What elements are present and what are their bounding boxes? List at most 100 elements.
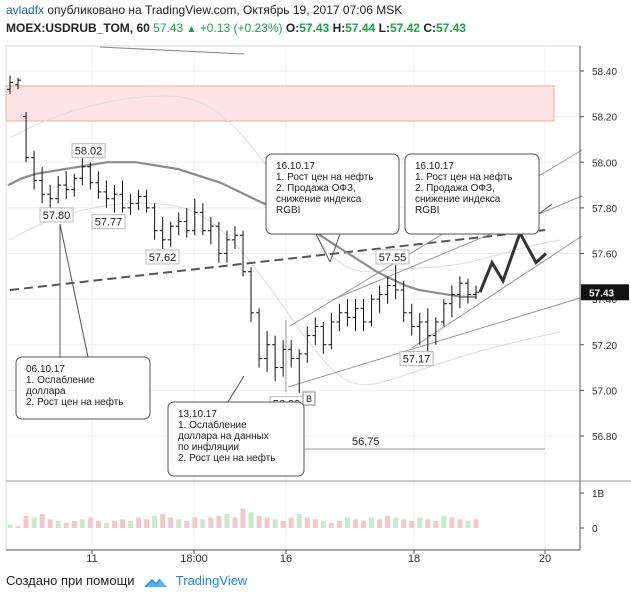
callout-box xyxy=(15,356,151,420)
price-tick-label: 58.20 xyxy=(592,113,617,124)
volume-bar xyxy=(160,514,166,528)
candle xyxy=(304,326,311,363)
created-with-text: Создано при помощи xyxy=(6,573,135,588)
candle xyxy=(103,180,110,208)
price-label-box xyxy=(375,249,410,265)
price-label-text: 57.55 xyxy=(379,252,407,264)
candle xyxy=(360,299,367,332)
volume-bar xyxy=(473,519,479,528)
candle xyxy=(215,221,222,263)
candle xyxy=(55,175,62,204)
volume-bar xyxy=(393,517,399,528)
volume-bar xyxy=(409,521,415,528)
candle xyxy=(288,340,295,368)
callout-pointer xyxy=(59,223,89,358)
candle xyxy=(408,303,415,336)
candle xyxy=(135,189,142,211)
callout-box xyxy=(404,153,540,235)
volume-bar xyxy=(128,521,134,528)
volume-tick-label: 1B xyxy=(592,489,605,500)
callout-pointer xyxy=(315,233,331,263)
volume-bar xyxy=(256,515,262,528)
open-value: 57.43 xyxy=(299,21,330,35)
candle xyxy=(111,185,118,213)
volume-bar xyxy=(248,512,254,528)
price-tick-label: 57.00 xyxy=(592,386,617,397)
volume-bar xyxy=(449,517,455,528)
candle xyxy=(473,285,479,300)
callout-line: 2. Продажа ОФЗ, xyxy=(415,183,495,194)
candle xyxy=(47,185,54,208)
candle xyxy=(39,166,46,204)
last-price-badge-text: 57.43 xyxy=(589,288,614,299)
price-label: 58.02 xyxy=(71,143,106,159)
candle xyxy=(456,276,463,309)
price-label-box xyxy=(39,207,74,223)
price-tick-label: 56.80 xyxy=(592,432,617,443)
time-tick-label: 16 xyxy=(280,553,292,565)
callout-line: 1. Рост цен на нефть xyxy=(276,171,374,183)
callout-line: 16.10.17 xyxy=(276,161,315,172)
price-chart[interactable]: 58.0257.8057.7757.6257.5557.1756.9956,75… xyxy=(0,0,631,570)
candle xyxy=(71,173,78,197)
volume-bar xyxy=(55,521,61,528)
volume-bar xyxy=(216,515,222,528)
b-marker-text: B xyxy=(306,394,312,404)
callout-line: доллара на данных xyxy=(178,431,269,442)
volume-bar xyxy=(87,517,93,528)
volume-bar xyxy=(136,517,142,528)
forecast-zigzag xyxy=(478,229,548,293)
price-label: 57.77 xyxy=(91,214,126,230)
volume-bar xyxy=(457,519,463,528)
last-price: 57.43 xyxy=(153,21,184,35)
price-label-text: 58.02 xyxy=(75,146,103,158)
level-label: 56,75 xyxy=(352,436,380,448)
author-name[interactable]: avladfx xyxy=(6,3,45,17)
price-tick-label: 58.40 xyxy=(592,67,617,78)
callout-line: 1. Рост цен на нефть xyxy=(415,171,513,183)
candle xyxy=(95,171,102,199)
callout-line: 2. Рост цен на нефть xyxy=(178,452,276,464)
callout-line: доллара xyxy=(26,386,66,397)
candle xyxy=(376,285,383,313)
candle xyxy=(272,335,279,382)
published-text: опубликовано на TradingView.com, Октябрь… xyxy=(47,3,403,17)
callout-pointer xyxy=(329,233,341,263)
price-label-box xyxy=(71,143,106,159)
candle xyxy=(392,264,399,300)
volume-bar xyxy=(465,521,471,528)
volume-bar xyxy=(232,517,238,528)
volume-bar xyxy=(361,521,367,528)
volume-bar xyxy=(63,522,69,528)
price-label-box xyxy=(399,351,434,367)
volume-bar xyxy=(425,519,431,528)
volume-bar xyxy=(95,521,101,528)
moving-average-line xyxy=(7,161,476,298)
candle xyxy=(464,278,471,304)
candle xyxy=(432,317,439,345)
envelope-lower xyxy=(9,202,561,386)
tradingview-link[interactable]: TradingView xyxy=(175,573,248,588)
volume-bar xyxy=(369,517,375,528)
volume-bar xyxy=(240,508,246,528)
volume-bar xyxy=(103,522,109,528)
volume-bar xyxy=(328,522,334,528)
callout-line: 1. Ослабление xyxy=(26,374,95,386)
volume-bar xyxy=(352,519,358,528)
candle xyxy=(440,299,447,327)
volume-bar xyxy=(401,519,407,528)
candle xyxy=(256,308,263,368)
volume-bar xyxy=(184,521,190,528)
candle xyxy=(15,77,22,90)
volume-bar xyxy=(152,515,158,528)
tradingview-logo-icon[interactable] xyxy=(144,575,168,589)
volume-bar xyxy=(208,517,214,528)
callout-line: RGBI xyxy=(276,205,300,216)
price-label-text: 57.80 xyxy=(43,210,71,222)
candle xyxy=(23,112,30,163)
volume-bar xyxy=(176,519,182,528)
candle xyxy=(7,75,13,94)
price-label-text: 57.77 xyxy=(95,217,123,229)
candle xyxy=(175,212,182,236)
